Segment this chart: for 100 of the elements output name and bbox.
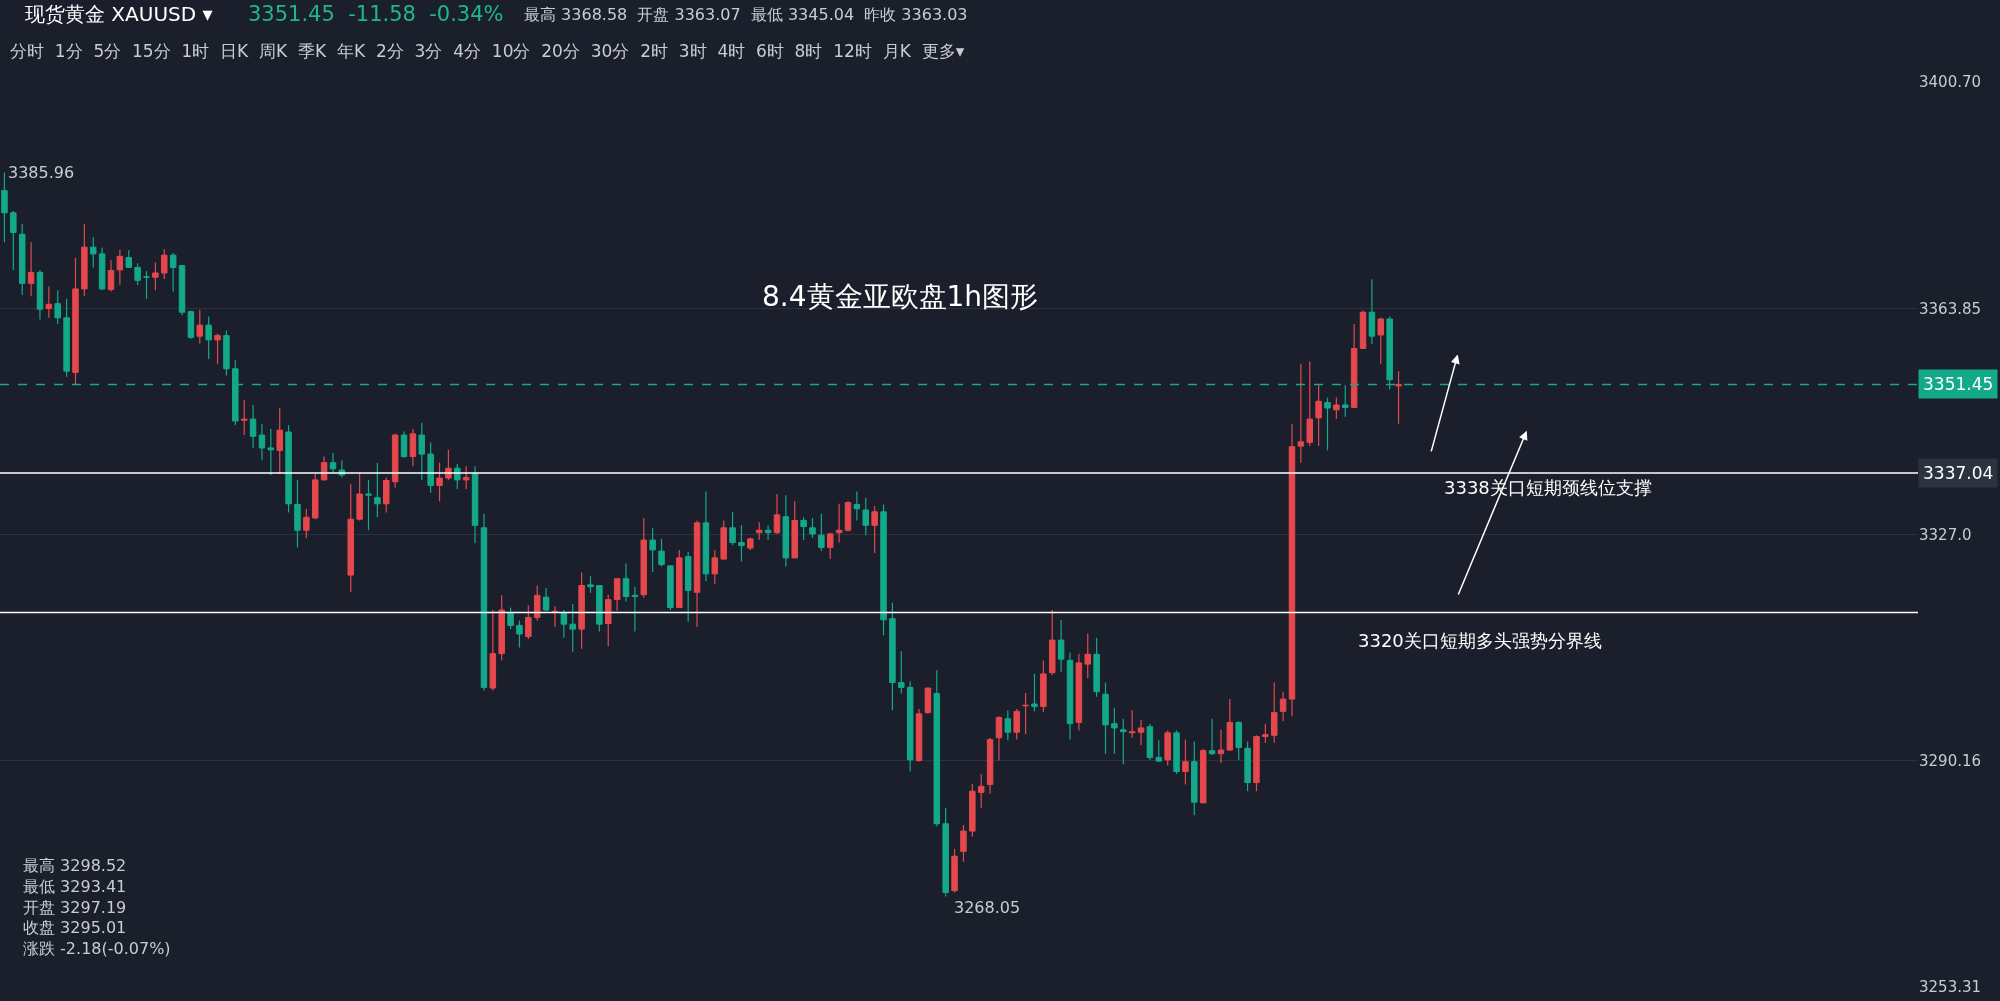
- candlestick: [1253, 734, 1260, 792]
- candlestick: [45, 285, 53, 319]
- candlestick: [18, 223, 26, 296]
- candlestick: [374, 462, 381, 518]
- candlestick: [1102, 681, 1109, 755]
- candlestick: [1395, 370, 1402, 425]
- candlestick: [1315, 384, 1322, 447]
- candlestick: [418, 422, 426, 481]
- candlestick: [196, 309, 204, 345]
- candlestick: [818, 513, 825, 552]
- candlestick: [933, 669, 941, 827]
- candlestick: [383, 476, 390, 514]
- candlestick: [1164, 729, 1171, 766]
- candlestick: [1306, 360, 1313, 447]
- candlestick: [356, 471, 363, 522]
- candlestick: [205, 315, 212, 360]
- candlestick: [489, 609, 497, 692]
- candlestick: [578, 572, 585, 650]
- candlestick: [800, 516, 807, 541]
- candlestick: [658, 538, 665, 568]
- candlestick: [667, 565, 674, 611]
- y-tick-label: 3400.70: [1919, 73, 1982, 92]
- candlestick: [951, 848, 958, 894]
- candlestick: [1324, 397, 1331, 452]
- candlestick: [1084, 632, 1092, 679]
- candlestick: [1031, 673, 1038, 712]
- candlestick: [1270, 681, 1278, 744]
- candlestick: [285, 424, 292, 514]
- candlestick: [1120, 718, 1127, 765]
- candlestick: [1182, 739, 1189, 786]
- candlestick: [54, 289, 61, 325]
- candlestick: [977, 773, 985, 809]
- text: 3351.45 -11.58 -0.34%: [248, 2, 504, 26]
- candlestick: [1199, 748, 1207, 804]
- candlestick: [1128, 709, 1136, 739]
- candlestick: [267, 428, 275, 476]
- candlestick: [738, 524, 745, 563]
- candlestick: [1111, 707, 1118, 755]
- candlestick: [720, 519, 727, 560]
- candlestick: [81, 223, 88, 297]
- text: 8.4黄金亚欧盘1h图形: [762, 280, 1039, 313]
- candlestick: [898, 650, 905, 695]
- candlestick: [462, 465, 470, 490]
- candlestick: [143, 270, 150, 300]
- candlestick: [871, 505, 878, 554]
- candlestick: [1, 171, 8, 243]
- candlestick: [498, 594, 505, 661]
- text: 分时 1分 5分 15分 1时 日K 周K 季K 年K 2分 3分 4分 10分 20分 30分 2时 3时 4时 6时 8时 12时 月K 更多▾: [10, 41, 965, 61]
- candlestick: [365, 479, 372, 531]
- candlestick: [1048, 609, 1056, 676]
- candlestick: [1235, 720, 1242, 761]
- candlestick: [826, 532, 834, 560]
- candlestick: [223, 330, 230, 377]
- candlestick: [276, 407, 283, 475]
- candlestick: [1333, 397, 1340, 420]
- candlestick: [1040, 659, 1047, 713]
- candlestick: [684, 551, 692, 623]
- candlestick: [889, 602, 896, 711]
- candlestick: [89, 236, 97, 269]
- y-tick-label: 3327.0: [1919, 525, 1972, 544]
- candlestick: [347, 483, 354, 593]
- annotation: 3268.05: [954, 898, 1021, 917]
- annotation: 3385.96: [8, 163, 75, 182]
- candlestick: [729, 511, 736, 546]
- candlestick: [596, 584, 603, 633]
- candlestick: [569, 603, 576, 653]
- candlestick: [294, 479, 301, 549]
- candlestick: [969, 783, 976, 838]
- annotation: 3320关口短期多头强势分界线: [1358, 630, 1602, 651]
- candlestick: [169, 252, 177, 292]
- candlestick: [676, 549, 683, 609]
- candlestick: [525, 604, 532, 640]
- candlestick: [161, 248, 168, 280]
- candlestick: [1013, 708, 1020, 741]
- candlestick: [960, 824, 967, 863]
- candlestick: [649, 527, 656, 573]
- candlestick: [1155, 739, 1163, 763]
- candlestick: [1342, 384, 1349, 418]
- y-tick-label: 3363.85: [1919, 299, 1982, 318]
- ref-line-label: 3337.04: [1923, 463, 1994, 483]
- candlestick: [63, 298, 70, 378]
- candlestick: [311, 473, 319, 520]
- candlestick: [1377, 317, 1385, 365]
- candlestick: [1191, 740, 1198, 816]
- candlestick: [10, 210, 17, 271]
- candlestick: [1226, 698, 1234, 752]
- y-tick-label: 3253.31: [1919, 978, 1982, 997]
- ref-line-label: 3351.45: [1923, 374, 1994, 394]
- candlestick: [134, 262, 141, 286]
- candlestick: [214, 333, 221, 365]
- candlestick: [72, 257, 79, 385]
- candlestick: [791, 500, 798, 559]
- candlestick: [862, 497, 870, 536]
- annotation: 最高 3298.52 最低 3293.41 开盘 3297.19 收盘 3295.01 涨跌 -2.18(-0.07%): [23, 856, 171, 959]
- candlestick: [711, 549, 719, 585]
- text: 现货黄金 XAUUSD ▾: [25, 2, 213, 26]
- candlestick: [303, 508, 310, 539]
- candlestick: [240, 399, 248, 436]
- candlestick: [516, 619, 523, 649]
- candlestick: [1244, 740, 1251, 792]
